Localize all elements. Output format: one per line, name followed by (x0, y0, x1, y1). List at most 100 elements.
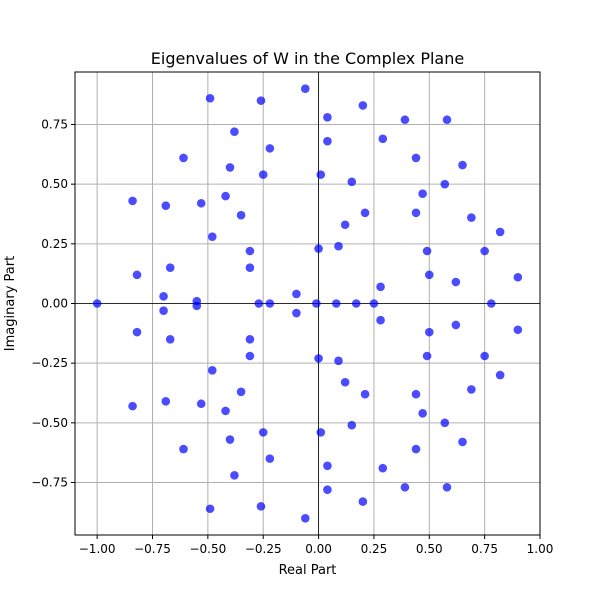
y-axis-ticks: −0.75 −0.50 −0.25 0.00 0.25 0.50 0.75 (31, 118, 75, 489)
data-point (400, 482, 410, 492)
data-point (340, 377, 350, 387)
data-point (300, 84, 310, 94)
data-point (495, 227, 505, 237)
data-point (314, 244, 323, 253)
data-point (442, 482, 452, 492)
data-point (161, 201, 171, 210)
data-point (230, 127, 239, 136)
data-point (369, 299, 379, 308)
data-point (347, 177, 357, 187)
data-point (205, 93, 215, 103)
data-point (424, 270, 434, 280)
data-point (196, 399, 206, 409)
y-tick-label: −0.75 (31, 475, 68, 489)
data-point (92, 299, 102, 308)
y-tick-label: −0.25 (31, 356, 68, 370)
data-point (458, 160, 467, 170)
data-point (323, 461, 332, 471)
data-point (265, 299, 275, 308)
data-point (451, 277, 461, 287)
data-point (334, 241, 343, 251)
y-tick-label: 0.50 (41, 177, 68, 191)
data-point (347, 420, 357, 430)
data-point (323, 485, 332, 494)
data-point (207, 232, 217, 241)
x-tick-label: −1.00 (79, 542, 116, 556)
data-point (323, 136, 332, 146)
data-point (312, 299, 321, 308)
data-point (422, 351, 432, 361)
x-tick-label: 0.00 (305, 542, 332, 556)
x-axis-label: Real Part (279, 563, 337, 578)
data-point (159, 306, 168, 315)
x-tick-label: −0.75 (134, 542, 171, 556)
data-point (360, 208, 370, 218)
data-point (418, 408, 427, 418)
data-point (256, 502, 266, 511)
data-point (258, 428, 268, 437)
data-point (265, 454, 275, 463)
data-point (245, 351, 255, 361)
data-point (331, 299, 341, 308)
data-point (236, 387, 246, 397)
data-point (458, 437, 467, 447)
data-point (378, 463, 388, 473)
data-point (300, 513, 310, 523)
data-points (92, 84, 523, 523)
data-point (418, 189, 427, 199)
data-point (316, 428, 326, 437)
data-point (495, 370, 505, 380)
x-tick-label: −0.50 (189, 542, 226, 556)
data-point (236, 210, 246, 220)
data-point (207, 366, 217, 375)
data-point (480, 351, 489, 361)
data-point (351, 299, 361, 308)
x-tick-label: −0.25 (245, 542, 282, 556)
data-point (256, 96, 266, 105)
data-point (340, 220, 350, 230)
data-point (128, 196, 137, 206)
data-point (314, 354, 323, 363)
data-point (451, 320, 461, 330)
data-point (400, 115, 410, 125)
data-point (230, 471, 239, 480)
data-point (316, 170, 326, 179)
data-point (440, 179, 450, 189)
data-point (245, 334, 255, 344)
data-point (424, 327, 434, 337)
y-axis-label: Imaginary Part (3, 256, 18, 351)
data-point (513, 325, 523, 335)
data-point (221, 191, 230, 201)
data-point (292, 289, 301, 299)
data-point (221, 406, 230, 416)
x-tick-label: 0.50 (416, 542, 443, 556)
chart-title: Eigenvalues of W in the Complex Plane (151, 49, 464, 68)
data-point (225, 163, 235, 172)
data-point (161, 397, 171, 406)
data-point (245, 263, 255, 273)
data-point (128, 401, 137, 411)
data-point (258, 170, 268, 179)
reference-lines (75, 72, 540, 535)
data-point (132, 270, 142, 280)
data-point (205, 504, 215, 514)
data-point (265, 144, 275, 153)
data-point (411, 444, 421, 454)
data-point (358, 497, 368, 506)
data-point (196, 198, 206, 208)
y-tick-label: −0.50 (31, 416, 68, 430)
data-point (225, 435, 235, 444)
data-point (292, 308, 301, 318)
data-point (411, 153, 421, 163)
x-tick-label: 0.75 (471, 542, 498, 556)
data-point (480, 246, 489, 256)
data-point (323, 113, 332, 122)
data-point (159, 292, 168, 301)
data-point (245, 246, 255, 256)
y-tick-label: 0.00 (41, 297, 68, 311)
y-tick-label: 0.75 (41, 118, 68, 132)
data-point (440, 418, 450, 428)
data-point (358, 101, 368, 110)
data-point (411, 208, 421, 218)
